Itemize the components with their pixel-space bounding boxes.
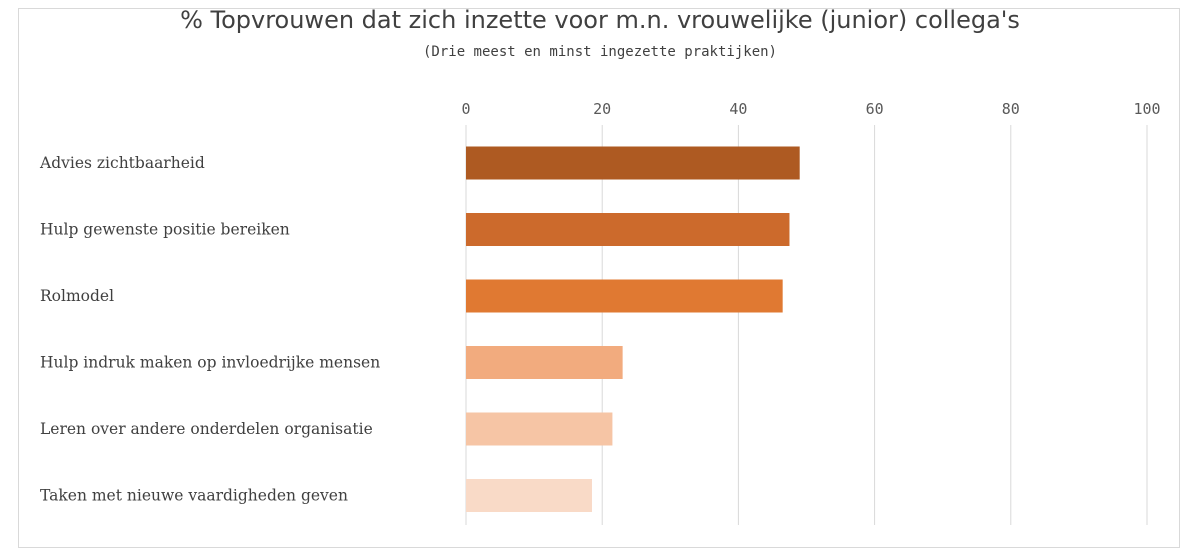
bar bbox=[466, 479, 592, 512]
x-tick-label: 100 bbox=[1133, 100, 1160, 118]
bar bbox=[466, 412, 613, 446]
category-label: Hulp indruk maken op invloedrijke mensen bbox=[40, 354, 380, 372]
x-tick-label: 80 bbox=[1002, 100, 1020, 118]
category-label: Rolmodel bbox=[40, 287, 114, 305]
x-tick-label: 20 bbox=[593, 100, 611, 118]
category-label: Advies zichtbaarheid bbox=[39, 154, 205, 172]
x-tick-label: 0 bbox=[461, 100, 470, 118]
bar bbox=[466, 346, 623, 379]
chart-frame bbox=[18, 8, 1180, 548]
bar bbox=[466, 279, 783, 313]
bar bbox=[466, 213, 790, 246]
bar bbox=[466, 146, 800, 180]
x-tick-label: 40 bbox=[729, 100, 747, 118]
category-label: Taken met nieuwe vaardigheden geven bbox=[40, 487, 348, 505]
x-tick-label: 60 bbox=[866, 100, 884, 118]
category-label: Hulp gewenste positie bereiken bbox=[40, 221, 290, 239]
chart-title: % Topvrouwen dat zich inzette voor m.n. … bbox=[180, 6, 1020, 34]
category-label: Leren over andere onderdelen organisatie bbox=[40, 420, 373, 438]
chart-subtitle: (Drie meest en minst ingezette praktijke… bbox=[422, 44, 777, 60]
